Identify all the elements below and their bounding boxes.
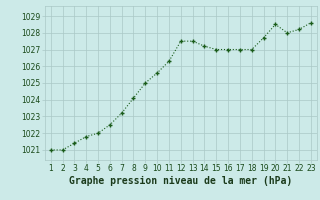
X-axis label: Graphe pression niveau de la mer (hPa): Graphe pression niveau de la mer (hPa)	[69, 176, 292, 186]
